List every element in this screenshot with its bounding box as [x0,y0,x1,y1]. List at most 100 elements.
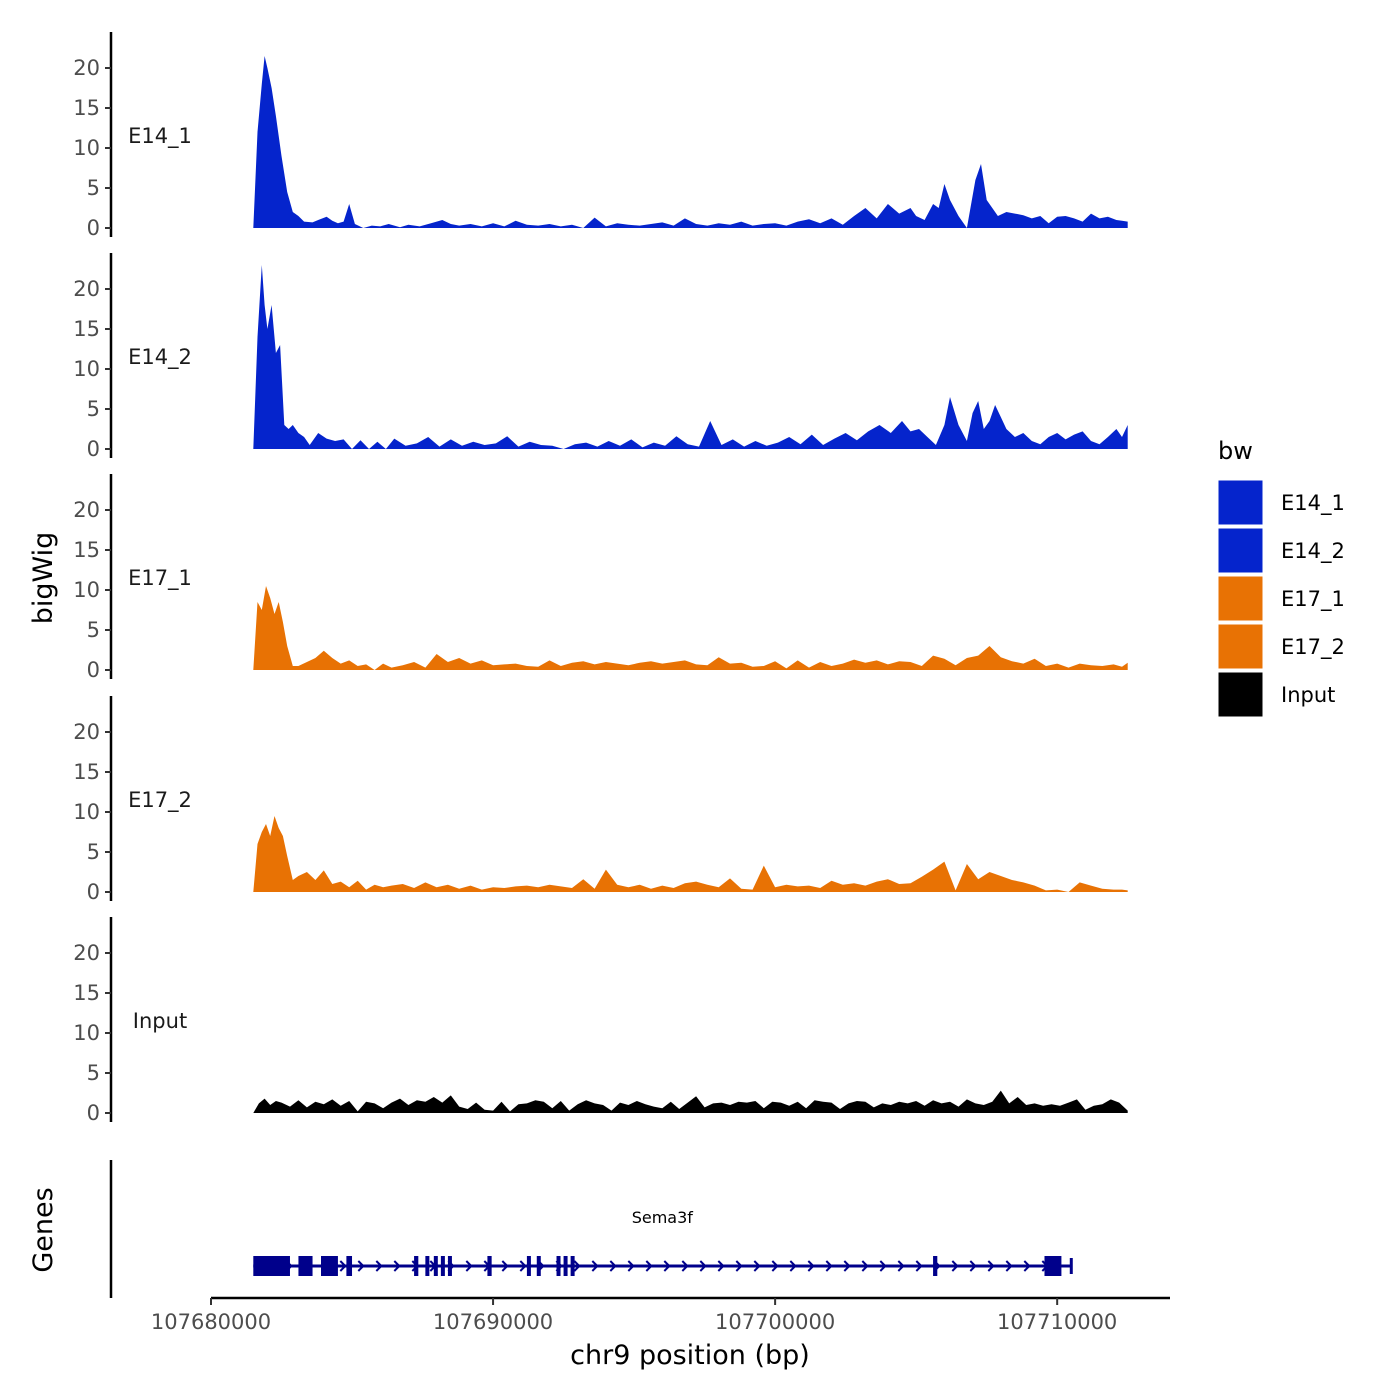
y-tick-label: 20 [73,277,100,301]
exon [563,1256,568,1276]
y-tick-label: 5 [87,840,100,864]
exon [933,1256,938,1276]
strand-arrow [735,1260,743,1272]
legend-label: E17_1 [1281,587,1345,612]
exon [536,1256,541,1276]
y-tick-label: 20 [73,498,100,522]
strand-arrow [393,1260,401,1272]
legend-swatch [1217,479,1264,526]
track-label: E17_1 [128,566,192,591]
y-tick-label: 0 [87,437,100,461]
x-tick-label: 107680000 [151,1310,271,1334]
legend-label: E14_1 [1281,491,1345,516]
genes-axis-title: Genes [28,1187,59,1272]
x-tick-label: 107700000 [715,1310,835,1334]
y-tick-label: 15 [73,760,100,784]
strand-arrow [681,1260,689,1272]
legend-label: Input [1281,683,1335,707]
y-tick-label: 10 [73,800,100,824]
strand-arrow [879,1260,887,1272]
strand-arrow [1005,1260,1013,1272]
legend: bw E14_1 E14_2 E17_1 E17_2 Input [1217,437,1345,718]
exon [425,1256,430,1276]
y-tick-label: 0 [87,880,100,904]
strand-arrow [843,1260,851,1272]
coverage-area-input [253,1090,1128,1113]
exon [433,1256,438,1276]
track-label: E14_1 [128,124,192,149]
strand-arrow [951,1260,959,1272]
legend-swatch [1217,623,1264,670]
y-tick-label: 20 [73,56,100,80]
strand-arrow [789,1260,797,1272]
track-e14-1: 0 5 10 15 20 E14_1 [73,32,1128,240]
exon [346,1256,353,1276]
track-label: Input [133,1009,187,1033]
strand-arrow [501,1260,509,1272]
strand-arrow [375,1260,383,1272]
y-tick-label: 10 [73,136,100,160]
y-tick-label: 15 [73,317,100,341]
track-e17-2: 0 5 10 15 20 E17_2 [73,696,1128,904]
strand-arrow [465,1260,473,1272]
legend-label: E17_2 [1281,635,1345,660]
strand-arrow [663,1260,671,1272]
strand-arrow [771,1260,779,1272]
exon [414,1256,419,1276]
strand-arrow [357,1260,365,1272]
strand-arrow [915,1260,923,1272]
y-tick-label: 5 [87,1061,100,1085]
strand-arrow [627,1260,635,1272]
strand-arrow [339,1260,347,1272]
strand-arrow [825,1260,833,1272]
strand-arrow [645,1260,653,1272]
y-tick-label: 0 [87,658,100,682]
strand-arrow [699,1260,707,1272]
exon [526,1256,531,1276]
strand-arrow [807,1260,815,1272]
strand-arrow [1023,1260,1031,1272]
coverage-area-e14-2 [253,265,1128,449]
exon [253,1256,290,1276]
y-tick-label: 15 [73,538,100,562]
x-axis-title: chr9 position (bp) [570,1340,810,1371]
gene-label: Sema3f [632,1208,694,1227]
y-tick-label: 0 [87,216,100,240]
y-tick-label: 5 [87,176,100,200]
track-input: 0 5 10 15 20 Input [73,917,1128,1125]
coverage-area-e14-1 [253,56,1128,228]
legend-swatch [1217,527,1264,574]
coverage-area-e17-2 [253,816,1128,892]
exon [440,1256,445,1276]
y-tick-label: 0 [87,1101,100,1125]
exon [556,1256,561,1276]
exon [321,1256,338,1276]
gene-sema3f: Sema3f [253,1208,1073,1276]
y-tick-label: 15 [73,981,100,1005]
y-tick-label: 10 [73,1021,100,1045]
x-tick-label: 107690000 [433,1310,553,1334]
strand-arrow [573,1260,581,1272]
exon [1044,1256,1062,1276]
legend-title: bw [1218,437,1253,465]
track-e14-2: 0 5 10 15 20 E14_2 [73,253,1128,461]
y-tick-label: 10 [73,357,100,381]
exon [487,1256,492,1276]
strand-arrow [753,1260,761,1272]
strand-arrow [717,1260,725,1272]
legend-label: E14_2 [1281,539,1345,564]
x-tick-label: 107710000 [997,1310,1117,1334]
strand-arrow [861,1260,869,1272]
genes-panel: Sema3f [109,1160,1073,1298]
track-label: E17_2 [128,788,192,813]
strand-arrow [987,1260,995,1272]
legend-swatch [1217,575,1264,622]
y-tick-label: 10 [73,578,100,602]
strand-arrow [519,1260,527,1272]
coverage-area-e17-1 [253,586,1128,670]
strand-arrow [969,1260,977,1272]
bigwig-tracks: 05101520E14_105101520E14_205101520E17_10… [73,32,1128,1125]
exon [447,1256,452,1276]
y-tick-label: 20 [73,720,100,744]
